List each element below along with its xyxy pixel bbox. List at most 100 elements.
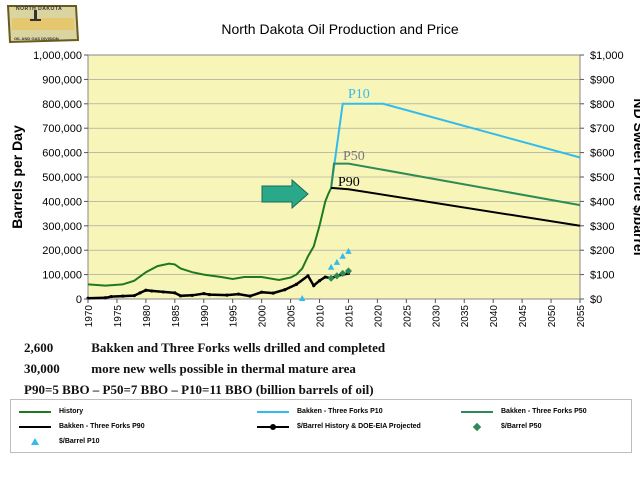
legend-item-p10: Bakken - Three Forks P10 — [257, 406, 383, 418]
logo-line2: OIL AND GAS DIVISION — [14, 36, 59, 41]
price-p50-point — [344, 267, 353, 275]
x-tick-label: 2035 — [460, 305, 471, 328]
price-history-point — [179, 294, 183, 298]
annotation-p90: P90 — [338, 175, 360, 190]
price-p10-point — [345, 247, 352, 254]
price-history-point — [103, 296, 107, 300]
x-tick-label: 2015 — [344, 305, 355, 328]
price-p10-point — [333, 258, 341, 265]
price-history-point — [283, 288, 287, 292]
annotation-p50: P50 — [343, 149, 365, 164]
price-history-point — [323, 275, 327, 279]
note-reserves: P90=5 BBO – P50=7 BBO – P10=11 BBO (bill… — [24, 379, 624, 400]
price-history-point — [202, 292, 206, 296]
legend-item-p50: Bakken - Three Forks P50 — [461, 406, 587, 418]
price-history-point — [271, 291, 275, 295]
axes: 0 $0 100,000 $100 200,000 $200 300,000 $300 400,… — [33, 50, 624, 327]
chart-legend: History Bakken - Three Forks P10 Bakken … — [10, 399, 632, 453]
legend-label: $/Barrel P10 — [59, 438, 100, 445]
price-history-point — [173, 291, 177, 295]
price-history-point — [260, 290, 264, 294]
y2-tick-label: $1,000 — [590, 50, 624, 62]
x-tick-label: 1980 — [142, 305, 153, 328]
series-line — [330, 162, 581, 207]
price-history-point — [248, 294, 252, 298]
price-p10-point — [298, 295, 306, 302]
chart: North Dakota Oil Production and Price 0 $… — [9, 21, 640, 327]
note-text: P90=5 BBO – P50=7 BBO – P10=11 BBO (bill… — [24, 382, 374, 397]
price-history-point — [161, 290, 165, 294]
notes: 2,600 Bakken and Three Forks wells drill… — [24, 337, 624, 400]
series-line — [330, 102, 581, 189]
price-history-point — [138, 291, 142, 295]
legend-item-price-history: $/Barrel History & DOE-EIA Projected — [257, 421, 421, 433]
price-p10-point — [327, 263, 335, 270]
y-tick-label: 0 — [76, 294, 82, 306]
y-tick-label: 200,000 — [42, 245, 82, 257]
y-tick-label: 400,000 — [42, 196, 82, 208]
note-wells-possible: 30,000 more new wells possible in therma… — [24, 358, 624, 379]
y-tick-label: 500,000 — [42, 172, 82, 184]
nd-state-map-icon — [6, 5, 80, 44]
x-tick-label: 2045 — [518, 305, 529, 328]
price-history-point — [109, 294, 113, 299]
price-history-point — [294, 282, 298, 286]
price-history-point — [306, 274, 310, 278]
price-history-point — [150, 289, 154, 293]
y-tick-label: 800,000 — [42, 99, 82, 111]
series-line — [331, 187, 581, 227]
x-tick-label: 2030 — [431, 305, 442, 328]
legend-label: Bakken - Three Forks P90 — [59, 423, 145, 430]
y2-tick-label: $0 — [590, 294, 602, 306]
gridlines — [88, 79, 580, 275]
note-text: more new wells possible in thermal matur… — [91, 361, 356, 376]
x-tick-label: 2025 — [402, 305, 413, 328]
y2-tick-label: $800 — [590, 99, 614, 111]
y-tick-label: 600,000 — [42, 148, 82, 160]
nd-logo: NORTH DAKOTA OIL AND GAS DIVISION — [4, 2, 80, 46]
price-p50-point — [333, 272, 341, 280]
y2-axis-label: ND Sweet Price $/barrel — [631, 98, 640, 255]
legend-label: Bakken - Three Forks P50 — [501, 408, 587, 415]
x-tick-label: 1985 — [171, 305, 182, 328]
x-tick-label: 2020 — [373, 305, 384, 328]
note-number: 30,000 — [24, 361, 60, 376]
series-line — [87, 187, 333, 287]
legend-item-price-p10: $/Barrel P10 — [19, 436, 99, 448]
legend-item-price-p50: $/Barrel P50 — [461, 421, 541, 433]
x-tick-label: 1990 — [200, 305, 211, 328]
legend-item-history: History — [19, 406, 83, 418]
price-history-point — [121, 294, 125, 298]
y2-tick-label: $600 — [590, 148, 614, 160]
price-history-point — [317, 279, 322, 283]
legend-label: Bakken - Three Forks P10 — [297, 408, 383, 415]
y-tick-label: 1,000,000 — [33, 50, 82, 62]
price-history-point — [207, 293, 212, 297]
price-history-point — [225, 293, 229, 297]
x-tick-label: 1970 — [84, 305, 95, 328]
price-p10-point — [339, 252, 346, 259]
y-tick-label: 900,000 — [42, 74, 82, 86]
x-tick-label: 2010 — [316, 305, 327, 328]
price-p50-point — [339, 269, 347, 277]
y2-tick-label: $700 — [590, 123, 614, 135]
price-history-point — [190, 293, 194, 297]
y2-tick-label: $300 — [590, 221, 614, 233]
note-number: 2,600 — [24, 340, 54, 355]
legend-label: $/Barrel History & DOE-EIA Projected — [297, 423, 421, 430]
x-tick-label: 2050 — [547, 305, 558, 328]
price-history-point — [236, 292, 241, 296]
arrow-marker — [261, 178, 309, 210]
legend-label: History — [59, 408, 84, 415]
y2-tick-label: $400 — [590, 196, 614, 208]
annotation-p10: P10 — [348, 87, 370, 102]
x-tick-label: 2000 — [258, 305, 269, 328]
x-tick-label: 2055 — [576, 305, 587, 328]
legend-label: $/Barrel P50 — [501, 423, 542, 430]
y-tick-label: 300,000 — [42, 221, 82, 233]
x-tick-label: 2040 — [489, 305, 500, 328]
y2-tick-label: $100 — [590, 270, 614, 282]
y2-tick-label: $900 — [590, 74, 614, 86]
note-text: Bakken and Three Forks wells drilled and… — [91, 340, 386, 355]
price-history-point — [144, 288, 148, 292]
